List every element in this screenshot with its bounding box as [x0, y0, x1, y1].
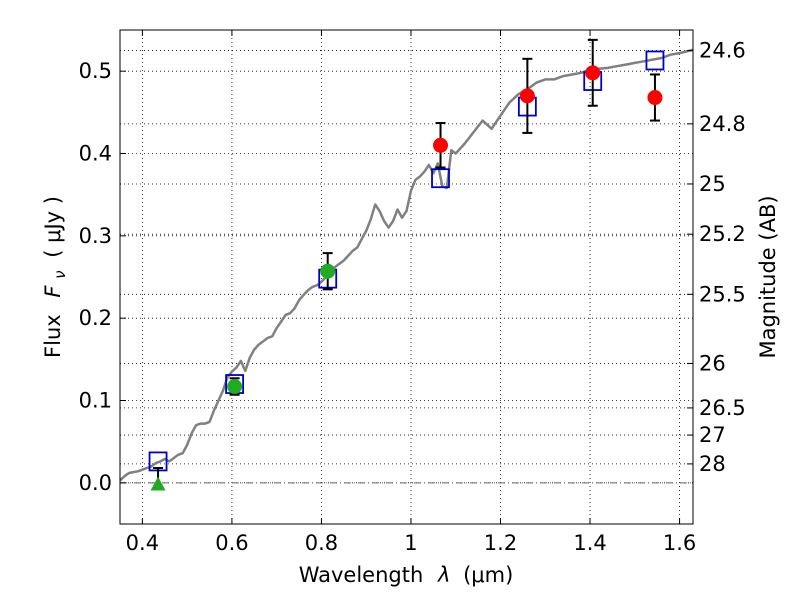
x-axis-title: Wavelength λ (μm) — [299, 563, 514, 587]
grid-lines — [120, 30, 693, 524]
magnitude-tick-label: 26 — [699, 351, 726, 375]
data-markers — [148, 38, 665, 491]
model-photometry-square — [431, 168, 450, 189]
y-tick-label: 0.3 — [79, 224, 112, 248]
y-tick-label: 0.0 — [79, 471, 112, 495]
x-tick-label: 1.6 — [663, 531, 696, 555]
magnitude-tick-label: 24.6 — [699, 39, 746, 63]
model-spectrum-line — [119, 48, 694, 482]
x-tick-label: 1.2 — [484, 531, 517, 555]
magnitude-tick-label: 25 — [699, 172, 726, 196]
x-axis-title-unit: (μm) — [463, 563, 513, 587]
magnitude-tick-label: 25.5 — [699, 282, 746, 306]
observed-flux-point — [585, 65, 601, 81]
magnitude-tick-label: 24.8 — [699, 112, 746, 136]
observed-flux-point — [433, 137, 449, 153]
observed-flux-point — [519, 88, 535, 104]
y-tick-label: 0.1 — [79, 389, 112, 413]
observed-flux-point — [647, 90, 663, 106]
secondary-axis-title: Magnitude (AB) — [756, 195, 780, 358]
y-tick-label: 0.4 — [79, 142, 112, 166]
upper-limit-triangle — [150, 476, 166, 491]
x-tick-label: 0.8 — [305, 531, 338, 555]
x-axis-title-text: Wavelength — [299, 563, 424, 587]
x-tick-label: 1 — [404, 531, 417, 555]
y-axis-title: Flux F ν ( μJy ) — [41, 196, 70, 358]
y-axis-title-unit: ( μJy ) — [41, 196, 65, 258]
axis-ticks: 0.4 0.6 0.8 1 1.2 1.4 1.6 0.0 0.1 0.2 0.3 0.4 0.5 24.… — [79, 30, 746, 555]
model-photometry-square — [645, 50, 665, 71]
magnitude-tick-label: 26.5 — [699, 396, 746, 420]
y-tick-label: 0.5 — [79, 59, 112, 83]
magnitude-tick-label: 27 — [699, 423, 726, 447]
plot-frame — [119, 29, 694, 525]
y-tick-label: 0.2 — [79, 306, 112, 330]
observed-flux-point — [227, 379, 243, 395]
y-axis-title-symbol: F — [41, 285, 65, 298]
x-tick-label: 0.6 — [215, 531, 248, 555]
magnitude-tick-label: 28 — [699, 452, 726, 476]
x-tick-label: 1.4 — [573, 531, 606, 555]
magnitude-tick-label: 25.2 — [699, 222, 746, 246]
x-tick-label: 0.4 — [126, 531, 159, 555]
y-axis-title-subscript: ν — [51, 270, 69, 278]
observed-flux-point — [320, 263, 336, 279]
y-axis-title-text: Flux — [41, 314, 65, 358]
x-axis-title-symbol: λ — [437, 563, 450, 587]
